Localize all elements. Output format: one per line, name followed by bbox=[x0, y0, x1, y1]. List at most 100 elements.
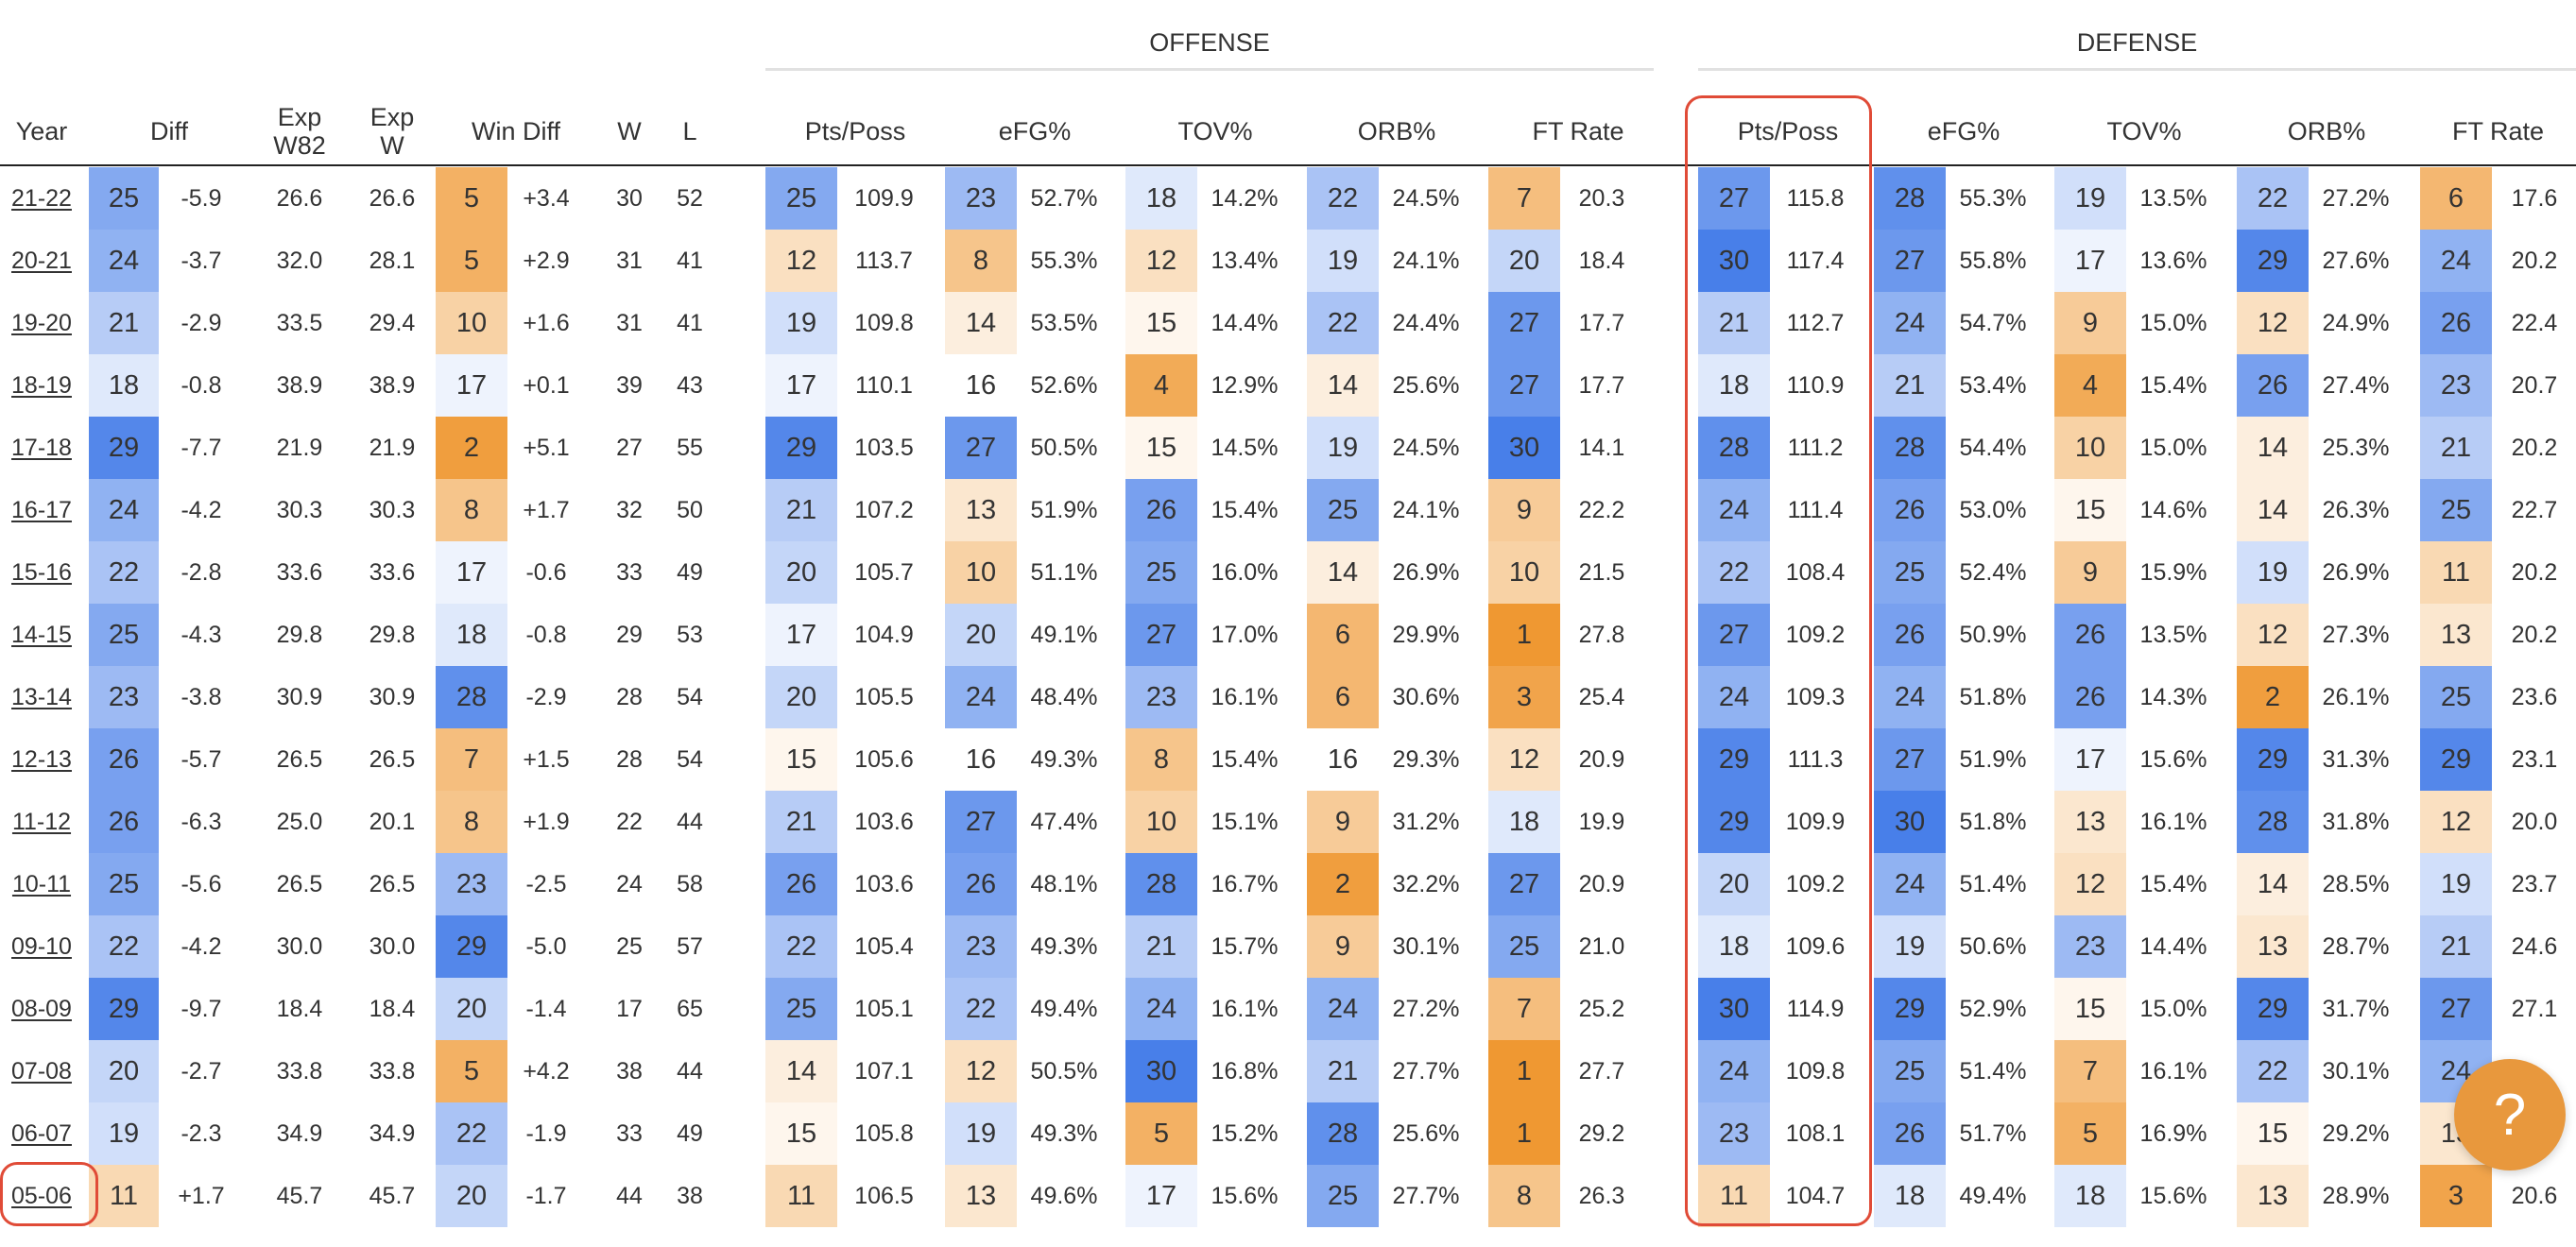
cell-d-orb-rank: 2 bbox=[2237, 666, 2309, 728]
cell-exp-w: 28.1 bbox=[369, 247, 416, 274]
header-o-pts[interactable]: Pts/Poss bbox=[804, 117, 906, 146]
header-exp-w82[interactable]: Exp W82 bbox=[273, 103, 326, 160]
cell-w: 30 bbox=[616, 184, 643, 212]
cell-o-ft-rank: 20 bbox=[1488, 230, 1560, 292]
cell-wd-rank: 20 bbox=[436, 978, 507, 1040]
header-year[interactable]: Year bbox=[15, 117, 68, 146]
header-diff[interactable]: Diff bbox=[149, 117, 188, 146]
cell-o-efg: 49.4% bbox=[1030, 995, 1098, 1022]
table-row: 18-19 18 -0.8 38.9 38.9 17 +0.1 39 43 17 110.1 16 52… bbox=[0, 354, 2576, 417]
season-link[interactable]: 11-12 bbox=[11, 808, 72, 835]
help-button[interactable]: ? bbox=[2454, 1059, 2566, 1170]
cell-d-tov-rank: 9 bbox=[2054, 541, 2126, 604]
cell-d-pts-rank: 27 bbox=[1698, 604, 1770, 666]
season-link[interactable]: 15-16 bbox=[11, 558, 72, 586]
cell-o-tov: 15.7% bbox=[1211, 932, 1279, 960]
cell-o-pts: 105.6 bbox=[854, 745, 914, 773]
header-exp-w[interactable]: Exp W bbox=[369, 103, 415, 160]
cell-d-orb: 27.2% bbox=[2322, 184, 2390, 212]
table-row: 20-21 24 -3.7 32.0 28.1 5 +2.9 31 41 12 113.7 8 55.3… bbox=[0, 230, 2576, 292]
season-link[interactable]: 08-09 bbox=[11, 995, 72, 1022]
season-link[interactable]: 12-13 bbox=[11, 745, 72, 773]
cell-o-orb: 24.1% bbox=[1392, 496, 1460, 523]
header-d-tov[interactable]: TOV% bbox=[2106, 117, 2182, 146]
cell-o-ft: 17.7 bbox=[1578, 371, 1625, 399]
cell-d-ft-rank: 26 bbox=[2420, 292, 2492, 354]
cell-d-pts: 109.2 bbox=[1785, 621, 1846, 648]
season-link[interactable]: 21-22 bbox=[11, 184, 72, 212]
cell-o-efg-rank: 27 bbox=[945, 791, 1017, 853]
season-link[interactable]: 16-17 bbox=[11, 496, 72, 523]
cell-o-ft-rank: 7 bbox=[1488, 167, 1560, 230]
cell-o-orb-rank: 21 bbox=[1307, 1040, 1379, 1102]
header-w[interactable]: W bbox=[617, 117, 642, 146]
table-row: 05-06 11 +1.7 45.7 45.7 20 -1.7 44 38 11 106.5 13 49… bbox=[0, 1165, 2576, 1227]
cell-o-efg-rank: 24 bbox=[945, 666, 1017, 728]
season-link[interactable]: 19-20 bbox=[11, 309, 72, 336]
cell-o-orb-rank: 9 bbox=[1307, 791, 1379, 853]
header-d-orb[interactable]: ORB% bbox=[2287, 117, 2366, 146]
cell-d-pts: 114.9 bbox=[1786, 995, 1845, 1022]
season-link[interactable]: 10-11 bbox=[11, 870, 72, 897]
season-link[interactable]: 14-15 bbox=[11, 621, 72, 648]
cell-diff-rank: 24 bbox=[89, 479, 159, 541]
cell-wd-rank: 5 bbox=[436, 167, 507, 230]
season-link[interactable]: 05-06 bbox=[11, 1182, 72, 1209]
cell-o-ft-rank: 27 bbox=[1488, 853, 1560, 915]
table-row: 21-22 25 -5.9 26.6 26.6 5 +3.4 30 52 25 109.9 23 52.… bbox=[0, 167, 2576, 230]
offense-group-label: OFFENSE bbox=[1149, 28, 1270, 57]
cell-w: 31 bbox=[616, 247, 643, 274]
cell-d-efg: 51.4% bbox=[1959, 1057, 2027, 1085]
season-link[interactable]: 09-10 bbox=[11, 932, 72, 960]
cell-o-tov: 14.4% bbox=[1211, 309, 1279, 336]
cell-d-pts-rank: 11 bbox=[1698, 1165, 1770, 1227]
cell-o-pts: 103.6 bbox=[854, 808, 914, 835]
header-o-efg[interactable]: eFG% bbox=[998, 117, 1072, 146]
header-d-efg[interactable]: eFG% bbox=[1927, 117, 2001, 146]
table-row: 12-13 26 -5.7 26.5 26.5 7 +1.5 28 54 15 105.6 16 49.… bbox=[0, 728, 2576, 791]
cell-d-efg-rank: 27 bbox=[1874, 230, 1946, 292]
cell-o-efg: 50.5% bbox=[1030, 1057, 1098, 1085]
cell-win-diff: +1.9 bbox=[523, 808, 570, 835]
cell-o-orb-rank: 19 bbox=[1307, 417, 1379, 479]
cell-o-tov-rank: 17 bbox=[1125, 1165, 1197, 1227]
header-l[interactable]: L bbox=[682, 117, 697, 146]
header-d-pts[interactable]: Pts/Poss bbox=[1737, 117, 1839, 146]
header-o-ft[interactable]: FT Rate bbox=[1532, 117, 1624, 146]
cell-d-ft-rank: 29 bbox=[2420, 728, 2492, 791]
header-d-ft[interactable]: FT Rate bbox=[2451, 117, 2545, 146]
season-link[interactable]: 13-14 bbox=[11, 683, 72, 710]
cell-d-pts: 108.4 bbox=[1785, 558, 1846, 586]
cell-o-tov-rank: 8 bbox=[1125, 728, 1197, 791]
cell-o-tov: 15.2% bbox=[1211, 1119, 1279, 1147]
cell-o-pts: 104.9 bbox=[854, 621, 914, 648]
cell-diff-rank: 29 bbox=[89, 978, 159, 1040]
header-o-tov[interactable]: TOV% bbox=[1177, 117, 1253, 146]
cell-year: 13-14 bbox=[0, 666, 83, 728]
season-link[interactable]: 20-21 bbox=[11, 247, 72, 274]
cell-d-efg: 51.8% bbox=[1959, 683, 2027, 710]
cell-exp-w: 26.5 bbox=[369, 870, 416, 897]
cell-o-ft-rank: 9 bbox=[1488, 479, 1560, 541]
cell-win-diff: +1.7 bbox=[523, 496, 570, 523]
season-link[interactable]: 07-08 bbox=[11, 1057, 72, 1085]
season-link[interactable]: 06-07 bbox=[11, 1119, 72, 1147]
cell-l: 44 bbox=[677, 1057, 703, 1085]
cell-w: 25 bbox=[616, 932, 643, 960]
cell-o-efg-rank: 20 bbox=[945, 604, 1017, 666]
cell-diff: -2.9 bbox=[180, 309, 222, 336]
cell-o-tov-rank: 21 bbox=[1125, 915, 1197, 978]
cell-exp-w82: 32.0 bbox=[276, 247, 323, 274]
header-o-orb[interactable]: ORB% bbox=[1357, 117, 1436, 146]
header-win-diff[interactable]: Win Diff bbox=[471, 117, 560, 146]
cell-o-efg: 50.5% bbox=[1030, 434, 1098, 461]
cell-wd-rank: 28 bbox=[436, 666, 507, 728]
cell-d-ft: 23.6 bbox=[2511, 683, 2558, 710]
cell-year: 06-07 bbox=[0, 1102, 83, 1165]
cell-exp-w82: 26.5 bbox=[276, 745, 323, 773]
cell-win-diff: -1.9 bbox=[525, 1119, 567, 1147]
season-link[interactable]: 18-19 bbox=[11, 371, 72, 399]
cell-o-tov: 15.6% bbox=[1211, 1182, 1279, 1209]
season-link[interactable]: 17-18 bbox=[11, 434, 72, 461]
cell-o-tov: 17.0% bbox=[1211, 621, 1279, 648]
